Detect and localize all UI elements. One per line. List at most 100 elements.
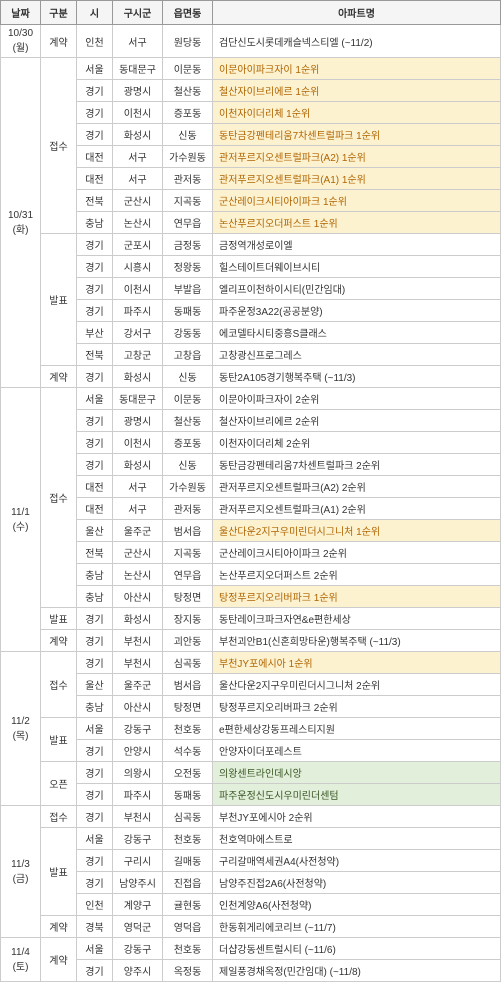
cell-gu: 아산시 bbox=[113, 586, 163, 608]
cell-eup: 괴안동 bbox=[163, 630, 213, 652]
cell-si: 대전 bbox=[77, 168, 113, 190]
cell-apt: 고창광신프로그레스 bbox=[213, 344, 501, 366]
table-row: 10/31 (화)접수서울동대문구이문동이문아이파크자이 1순위 bbox=[1, 58, 501, 80]
cell-apt: 이문아이파크자이 2순위 bbox=[213, 388, 501, 410]
cell-gu: 강동구 bbox=[113, 828, 163, 850]
cell-si: 서울 bbox=[77, 718, 113, 740]
schedule-table: 날짜 구분 시 구시군 읍면동 아파트명 10/30 (월)계약인천서구원당동검… bbox=[0, 0, 501, 982]
table-row: 10/30 (월)계약인천서구원당동검단신도시롯데캐슬넥스티엘 (~11/2) bbox=[1, 25, 501, 58]
cell-apt: 한동휘게리에코리브 (~11/7) bbox=[213, 916, 501, 938]
cell-gubun: 접수 bbox=[41, 652, 77, 718]
cell-gu: 이천시 bbox=[113, 102, 163, 124]
cell-si: 울산 bbox=[77, 520, 113, 542]
cell-si: 경기 bbox=[77, 806, 113, 828]
cell-gu: 이천시 bbox=[113, 278, 163, 300]
cell-si: 서울 bbox=[77, 58, 113, 80]
cell-eup: 지곡동 bbox=[163, 542, 213, 564]
cell-apt: 부천JY포에시아 2순위 bbox=[213, 806, 501, 828]
cell-gu: 강동구 bbox=[113, 718, 163, 740]
cell-date: 10/30 (월) bbox=[1, 25, 41, 58]
cell-gu: 울주군 bbox=[113, 674, 163, 696]
cell-gu: 파주시 bbox=[113, 300, 163, 322]
cell-si: 경기 bbox=[77, 652, 113, 674]
cell-gu: 남양주시 bbox=[113, 872, 163, 894]
cell-eup: 천호동 bbox=[163, 938, 213, 960]
cell-si: 서울 bbox=[77, 938, 113, 960]
cell-eup: 신동 bbox=[163, 454, 213, 476]
cell-si: 인천 bbox=[77, 25, 113, 58]
table-row: 계약경기부천시괴안동부천괴안B1(신혼희망타운)행복주택 (~11/3) bbox=[1, 630, 501, 652]
cell-gu: 부천시 bbox=[113, 652, 163, 674]
cell-apt: 파주운정3A22(공공분양) bbox=[213, 300, 501, 322]
cell-apt: 관저푸르지오센트럴파크(A1) 1순위 bbox=[213, 168, 501, 190]
cell-gu: 광명시 bbox=[113, 80, 163, 102]
cell-eup: 석수동 bbox=[163, 740, 213, 762]
cell-apt: 울산다운2지구우미린더시그니처 1순위 bbox=[213, 520, 501, 542]
cell-gu: 양주시 bbox=[113, 960, 163, 982]
cell-gu: 강동구 bbox=[113, 938, 163, 960]
cell-si: 경기 bbox=[77, 432, 113, 454]
cell-gu: 의왕시 bbox=[113, 762, 163, 784]
col-apt: 아파트명 bbox=[213, 1, 501, 25]
cell-gubun: 계약 bbox=[41, 630, 77, 652]
cell-gu: 고창군 bbox=[113, 344, 163, 366]
cell-eup: 연무읍 bbox=[163, 212, 213, 234]
cell-eup: 증포동 bbox=[163, 432, 213, 454]
table-row: 11/3 (금)접수경기부천시심곡동부천JY포에시아 2순위 bbox=[1, 806, 501, 828]
cell-si: 경기 bbox=[77, 234, 113, 256]
cell-gu: 울주군 bbox=[113, 520, 163, 542]
cell-eup: 귤현동 bbox=[163, 894, 213, 916]
cell-gu: 시흥시 bbox=[113, 256, 163, 278]
col-date: 날짜 bbox=[1, 1, 41, 25]
cell-eup: 강동동 bbox=[163, 322, 213, 344]
cell-gu: 논산시 bbox=[113, 212, 163, 234]
cell-apt: 제일풍경채옥정(민간임대) (~11/8) bbox=[213, 960, 501, 982]
cell-si: 울산 bbox=[77, 674, 113, 696]
col-gubun: 구분 bbox=[41, 1, 77, 25]
cell-eup: 부발읍 bbox=[163, 278, 213, 300]
cell-apt: 철산자이브리에르 2순위 bbox=[213, 410, 501, 432]
cell-gu: 화성시 bbox=[113, 366, 163, 388]
cell-eup: 지곡동 bbox=[163, 190, 213, 212]
cell-gu: 영덕군 bbox=[113, 916, 163, 938]
cell-si: 경기 bbox=[77, 960, 113, 982]
cell-date: 10/31 (화) bbox=[1, 58, 41, 388]
cell-gu: 서구 bbox=[113, 476, 163, 498]
cell-eup: 오전동 bbox=[163, 762, 213, 784]
cell-gubun: 오픈 bbox=[41, 762, 77, 806]
cell-apt: 관저푸르지오센트럴파크(A2) 1순위 bbox=[213, 146, 501, 168]
cell-eup: 신동 bbox=[163, 124, 213, 146]
cell-gubun: 발표 bbox=[41, 718, 77, 762]
cell-gubun: 계약 bbox=[41, 938, 77, 982]
cell-apt: 천호역마에스트로 bbox=[213, 828, 501, 850]
cell-apt: 관저푸르지오센트럴파크(A1) 2순위 bbox=[213, 498, 501, 520]
cell-eup: 관저동 bbox=[163, 498, 213, 520]
cell-si: 충남 bbox=[77, 564, 113, 586]
cell-gu: 구리시 bbox=[113, 850, 163, 872]
cell-gu: 부천시 bbox=[113, 630, 163, 652]
cell-si: 경기 bbox=[77, 300, 113, 322]
cell-gu: 서구 bbox=[113, 25, 163, 58]
cell-eup: 고창읍 bbox=[163, 344, 213, 366]
cell-si: 충남 bbox=[77, 696, 113, 718]
cell-si: 경기 bbox=[77, 410, 113, 432]
cell-eup: 탕정면 bbox=[163, 696, 213, 718]
cell-eup: 길매동 bbox=[163, 850, 213, 872]
cell-si: 경북 bbox=[77, 916, 113, 938]
table-row: 계약경북영덕군영덕읍한동휘게리에코리브 (~11/7) bbox=[1, 916, 501, 938]
cell-gubun: 접수 bbox=[41, 58, 77, 234]
cell-gu: 화성시 bbox=[113, 124, 163, 146]
table-row: 11/1 (수)접수서울동대문구이문동이문아이파크자이 2순위 bbox=[1, 388, 501, 410]
table-row: 발표경기화성시장지동동탄레이크파크자연&e편한세상 bbox=[1, 608, 501, 630]
cell-apt: 군산레이크시티아이파크 2순위 bbox=[213, 542, 501, 564]
col-eup: 읍면동 bbox=[163, 1, 213, 25]
cell-si: 충남 bbox=[77, 212, 113, 234]
cell-eup: 가수원동 bbox=[163, 146, 213, 168]
cell-eup: 범서읍 bbox=[163, 674, 213, 696]
cell-eup: 영덕읍 bbox=[163, 916, 213, 938]
cell-gubun: 계약 bbox=[41, 916, 77, 938]
cell-eup: 철산동 bbox=[163, 80, 213, 102]
cell-eup: 금정동 bbox=[163, 234, 213, 256]
cell-apt: 남양주진접2A6(사전청약) bbox=[213, 872, 501, 894]
cell-si: 대전 bbox=[77, 498, 113, 520]
